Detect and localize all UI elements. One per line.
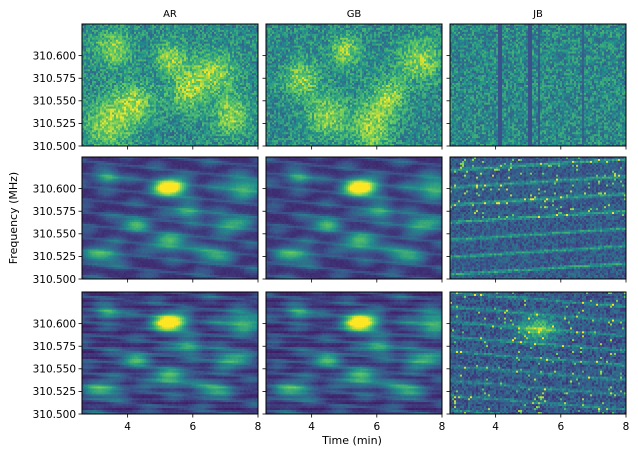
panel-r1-ar [82, 24, 258, 146]
column-title-ar: AR [163, 9, 177, 20]
column-title-gb: GB [347, 9, 362, 20]
column-title-jb: JB [532, 9, 543, 20]
